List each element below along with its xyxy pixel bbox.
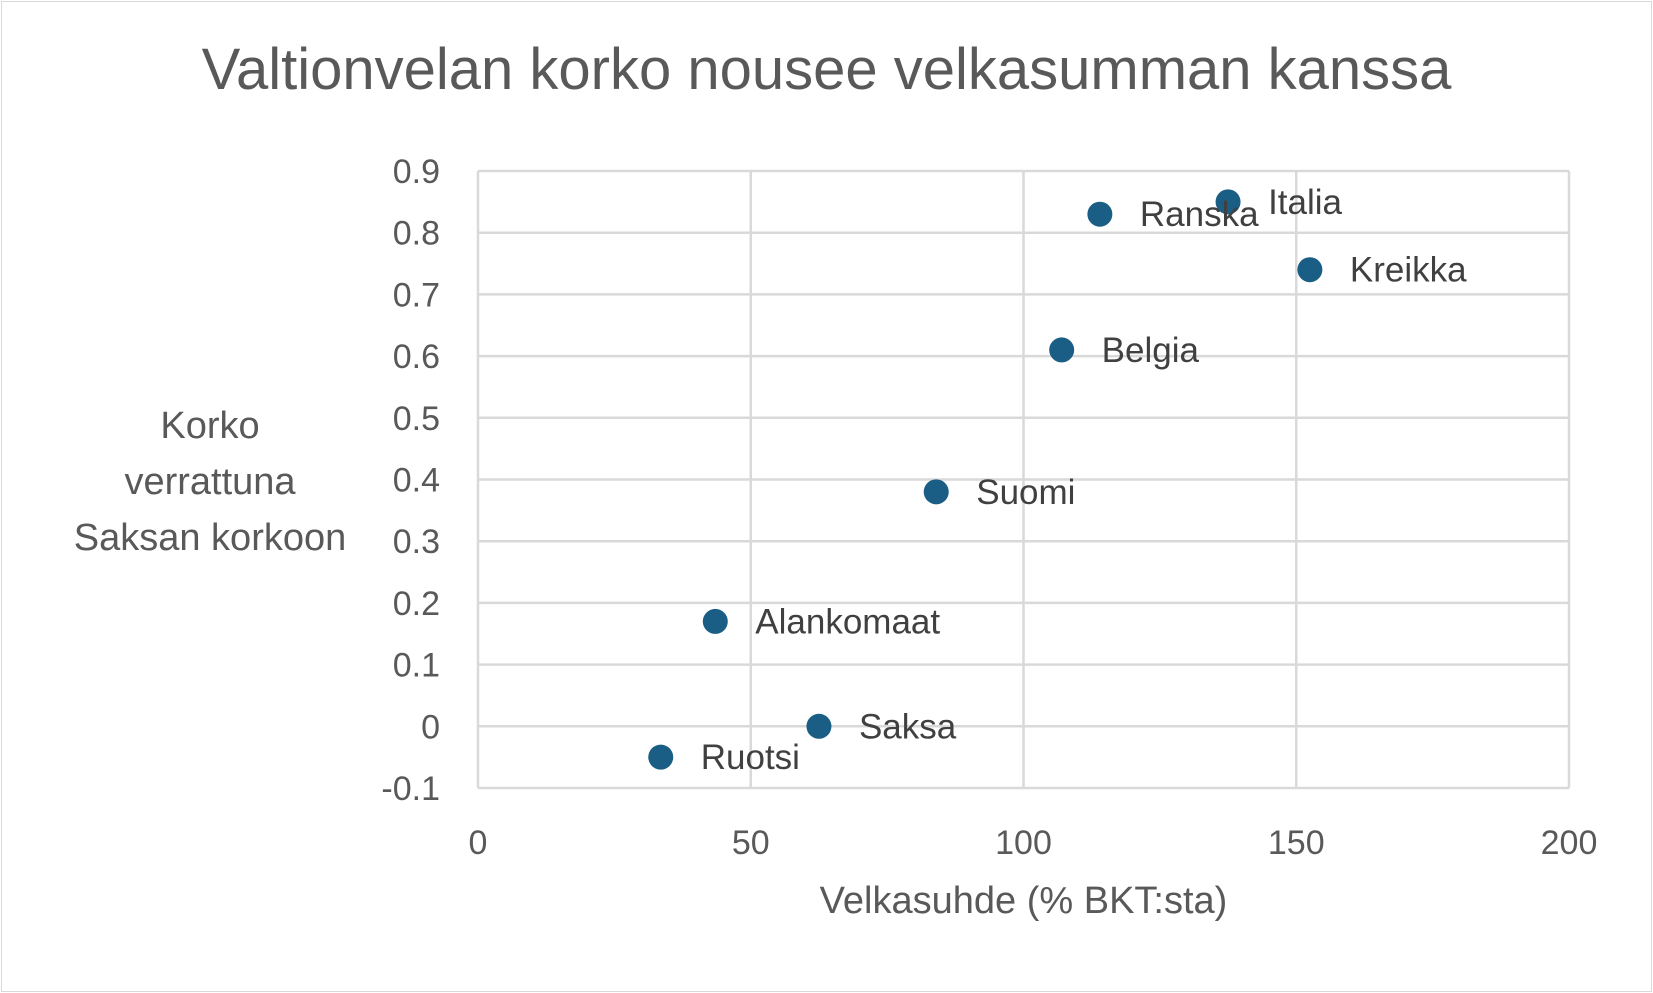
data-label: Belgia xyxy=(1102,331,1200,370)
data-label: Italia xyxy=(1268,183,1342,222)
data-point xyxy=(806,713,832,739)
y-axis-title: Korko verrattuna Saksan korkoon xyxy=(55,398,365,566)
x-tick-label: 0 xyxy=(469,824,488,862)
y-tick-label: 0.1 xyxy=(393,647,440,685)
y-tick-label: 0.3 xyxy=(393,523,440,561)
y-axis-title-line-1: Korko xyxy=(160,405,260,447)
x-tick-label: 200 xyxy=(1541,824,1598,862)
data-point xyxy=(1049,337,1075,363)
data-point xyxy=(648,744,674,770)
x-tick-label: 150 xyxy=(1268,824,1325,862)
y-tick-label: 0.8 xyxy=(393,215,440,253)
x-tick-label: 100 xyxy=(995,824,1052,862)
x-axis-title: Velkasuhde (% BKT:sta) xyxy=(819,880,1228,922)
data-point xyxy=(702,608,728,634)
data-point xyxy=(1297,257,1323,283)
gridlines xyxy=(476,169,1571,790)
data-point xyxy=(1215,189,1241,215)
y-tick-label: 0.9 xyxy=(393,153,440,191)
y-axis-title-line-3: Saksan korkoon xyxy=(73,517,347,559)
x-tick-label: 50 xyxy=(732,824,770,862)
y-tick-label: 0.4 xyxy=(393,462,440,500)
y-tick-label: 0.7 xyxy=(393,276,440,314)
data-label: Ranska xyxy=(1140,195,1259,234)
y-tick-label: 0 xyxy=(421,708,440,746)
data-point xyxy=(1087,201,1113,227)
y-tick-label: 0.5 xyxy=(393,400,440,438)
tick-labels: -0.1 0 0.1 0.2 0.3 0.4 0.5 0.6 0.7 0.8 0.9 0 50 100 15… xyxy=(381,153,1597,862)
y-tick-label: 0.6 xyxy=(393,338,440,376)
data-label: Saksa xyxy=(859,707,957,746)
data-label: Alankomaat xyxy=(755,602,940,641)
y-tick-label: 0.2 xyxy=(393,585,440,623)
y-tick-label: -0.1 xyxy=(381,770,440,808)
data-points xyxy=(648,189,1323,770)
data-label: Kreikka xyxy=(1350,251,1467,290)
data-label: Suomi xyxy=(976,473,1075,512)
chart-title: Valtionvelan korko nousee velkasumman ka… xyxy=(201,37,1452,102)
y-axis-title-line-2: verrattuna xyxy=(124,461,296,503)
data-label: Ruotsi xyxy=(701,738,800,777)
data-point xyxy=(923,479,949,505)
